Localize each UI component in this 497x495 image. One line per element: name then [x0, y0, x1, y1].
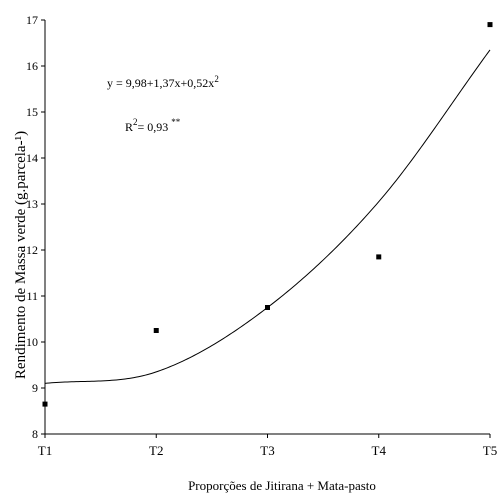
y-tick-label: 9 [32, 381, 38, 395]
y-ticks: 8 9 10 11 12 13 14 15 16 17 [26, 13, 45, 441]
y-tick-label: 14 [26, 151, 38, 165]
data-points [42, 22, 493, 407]
data-point [376, 254, 382, 260]
y-axis-label: Rendimento de Massa verde (g.parcela-¹) [13, 131, 29, 379]
trendline [44, 49, 491, 384]
y-tick-label: 17 [26, 13, 38, 27]
equation-annotation: y = 9,98+1,37x+0,52x2 [107, 74, 219, 90]
r2-annotation: R2= 0,93 ** [125, 117, 181, 134]
y-tick-label: 11 [26, 289, 38, 303]
y-tick-label: 16 [26, 59, 38, 73]
y-tick-label: 8 [32, 427, 38, 441]
x-ticks: T1 T2 T3 T4 T5 [38, 434, 497, 458]
x-axis-label: Proporções de Jitirana + Mata-pasto [188, 478, 376, 493]
x-tick-label: T5 [483, 443, 497, 458]
x-tick-label: T4 [372, 443, 387, 458]
data-point [153, 328, 159, 333]
data-point [42, 401, 48, 407]
y-tick-label: 15 [26, 105, 38, 119]
data-point [487, 22, 493, 28]
y-tick-label: 12 [26, 243, 38, 257]
data-point [265, 305, 270, 310]
x-tick-label: T1 [38, 443, 52, 458]
x-tick-label: T2 [149, 443, 163, 458]
x-tick-label: T3 [260, 443, 274, 458]
y-tick-label: 13 [26, 197, 38, 211]
y-tick-label: 10 [26, 335, 38, 349]
